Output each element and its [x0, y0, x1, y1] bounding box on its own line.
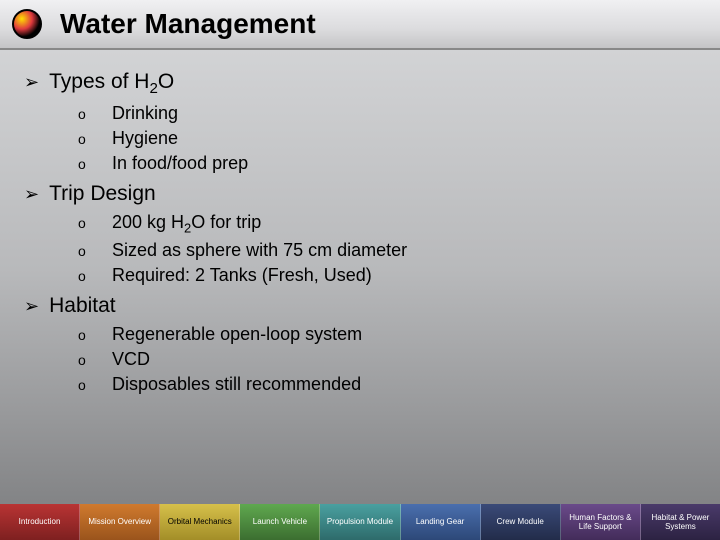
- arrow-bullet-icon: ➢: [24, 296, 39, 317]
- header-bar: Water Management: [0, 0, 720, 50]
- subscript: 2: [184, 221, 191, 236]
- nav-item[interactable]: Launch Vehicle: [240, 504, 320, 540]
- logo-icon: [12, 9, 42, 39]
- list-item: o Drinking: [78, 103, 696, 124]
- section-heading: ➢ Types of H2O: [24, 70, 696, 97]
- circle-bullet-icon: o: [78, 243, 90, 259]
- circle-bullet-icon: o: [78, 131, 90, 147]
- nav-item[interactable]: Crew Module: [481, 504, 561, 540]
- nav-item[interactable]: Human Factors & Life Support: [561, 504, 641, 540]
- nav-item[interactable]: Landing Gear: [401, 504, 481, 540]
- circle-bullet-icon: o: [78, 352, 90, 368]
- sub-list: o Regenerable open-loop system o VCD o Dispos…: [78, 324, 696, 395]
- slide: Water Management ➢Types of H2OoDrinkingo…: [0, 0, 720, 540]
- list-item: o In food/food prep: [78, 153, 696, 174]
- circle-bullet-icon: o: [78, 377, 90, 393]
- content-area: ➢ Types of H2O o Drinking o Hygiene o In food/f…: [24, 62, 696, 500]
- nav-item[interactable]: Mission Overview: [80, 504, 160, 540]
- subscript: 2: [149, 80, 157, 97]
- circle-bullet-icon: o: [78, 156, 90, 172]
- list-item-text: 200 kg H2O for trip: [112, 212, 261, 236]
- list-item: o Hygiene: [78, 128, 696, 149]
- sub-list: o Drinking o Hygiene o In food/food prep: [78, 103, 696, 174]
- circle-bullet-icon: o: [78, 215, 90, 231]
- circle-bullet-icon: o: [78, 327, 90, 343]
- nav-item[interactable]: Orbital Mechanics: [160, 504, 240, 540]
- section-heading: ➢ Trip Design: [24, 182, 696, 206]
- list-item-text: Required: 2 Tanks (Fresh, Used): [112, 265, 372, 286]
- circle-bullet-icon: o: [78, 106, 90, 122]
- list-item: o VCD: [78, 349, 696, 370]
- list-item-text: VCD: [112, 349, 150, 370]
- list-item-text: Drinking: [112, 103, 178, 124]
- list-item: o Sized as sphere with 75 cm diameter: [78, 240, 696, 261]
- sub-list: o 200 kg H2O for trip o Sized as sphere wit…: [78, 212, 696, 286]
- section-heading-text: Types of H2O: [49, 70, 174, 97]
- list-item-text: Hygiene: [112, 128, 178, 149]
- nav-item[interactable]: Introduction: [0, 504, 80, 540]
- list-item-text: Sized as sphere with 75 cm diameter: [112, 240, 407, 261]
- nav-item[interactable]: Habitat & Power Systems: [641, 504, 720, 540]
- list-item-text: Regenerable open-loop system: [112, 324, 362, 345]
- section-heading: ➢ Habitat: [24, 294, 696, 318]
- list-item: o Regenerable open-loop system: [78, 324, 696, 345]
- list-item: o Disposables still recommended: [78, 374, 696, 395]
- arrow-bullet-icon: ➢: [24, 72, 39, 93]
- list-item: o Required: 2 Tanks (Fresh, Used): [78, 265, 696, 286]
- section-heading-text: Trip Design: [49, 182, 156, 206]
- list-item: o 200 kg H2O for trip: [78, 212, 696, 236]
- list-item-text: In food/food prep: [112, 153, 248, 174]
- bottom-nav: IntroductionMission OverviewOrbital Mech…: [0, 504, 720, 540]
- list-item-text: Disposables still recommended: [112, 374, 361, 395]
- section-heading-text: Habitat: [49, 294, 116, 318]
- nav-item[interactable]: Propulsion Module: [320, 504, 400, 540]
- slide-title: Water Management: [60, 8, 316, 40]
- circle-bullet-icon: o: [78, 268, 90, 284]
- arrow-bullet-icon: ➢: [24, 184, 39, 205]
